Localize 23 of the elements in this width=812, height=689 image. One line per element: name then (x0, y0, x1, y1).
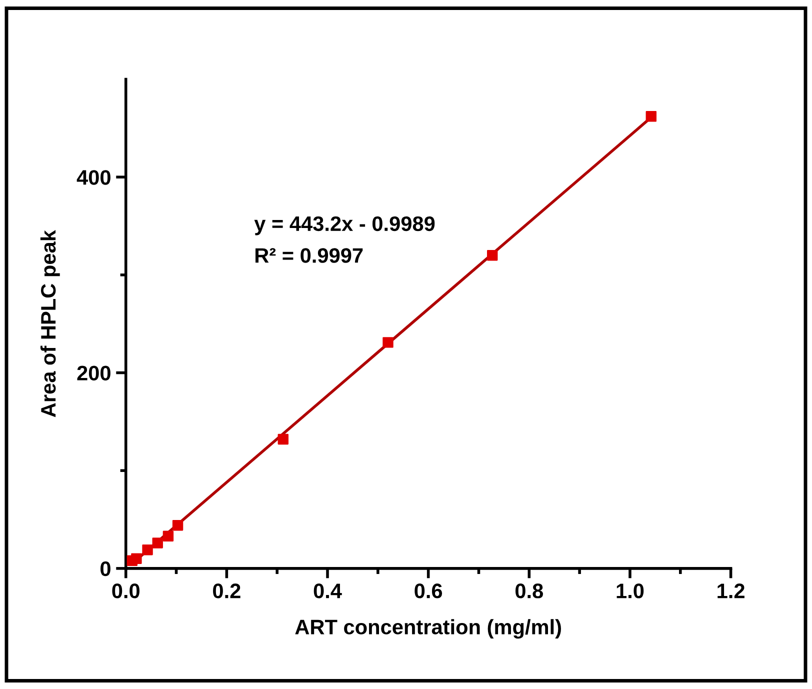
x-tick-label: 0.8 (516, 584, 543, 598)
y-tick-label: 0 (100, 561, 110, 576)
point (172, 520, 184, 531)
annotation: R² = 0.9997 (256, 248, 363, 263)
point (162, 530, 174, 542)
x-tick-label: 0.6 (414, 584, 442, 598)
y-axis-title: Area of HPLC peak (40, 230, 60, 418)
annotation: y = 443.2x - 0.9989 (254, 216, 435, 236)
point (131, 553, 142, 564)
x-tick-label: 0.2 (213, 584, 240, 598)
x-tick-label: 0.4 (314, 584, 342, 598)
point (142, 544, 153, 556)
x-tick-label: 1.2 (718, 584, 744, 598)
x-tick-label: 1.0 (616, 584, 644, 598)
y-tick-label: 400 (76, 170, 110, 185)
point (382, 337, 394, 348)
x-axis-title: ART concentration (mg/ml) (295, 619, 561, 639)
point (646, 111, 657, 122)
point (278, 434, 288, 445)
x-tick-label: 0.0 (112, 584, 140, 598)
y-tick-label: 200 (77, 366, 110, 381)
point (152, 538, 163, 548)
point (487, 250, 498, 261)
